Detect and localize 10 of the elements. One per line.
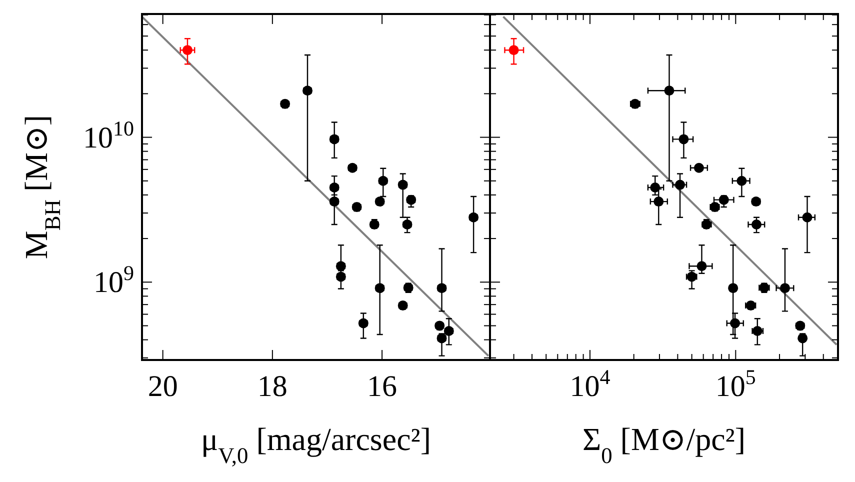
x-tick-label: 16: [367, 370, 398, 403]
x-tick-label: 18: [257, 370, 288, 403]
y-tick-label: 10$^{9}$: [94, 261, 134, 300]
x-tick-label: 10$^{4}$: [570, 365, 611, 403]
x-tick-label: 10$^{5}$: [715, 365, 756, 403]
x-tick-label: 20: [148, 370, 178, 403]
x-axis-title: Σ$_{0}$ [M⊙/pc²]: [582, 421, 746, 468]
point: [182, 45, 192, 56]
x-axis-title: μ$_{V,0}$ [mag/arcsec²]: [200, 421, 432, 468]
y-tick-label: 10$^{10}$: [83, 116, 134, 154]
